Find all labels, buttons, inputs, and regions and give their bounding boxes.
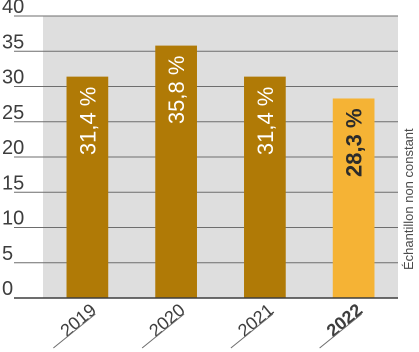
data-label-2020: 35,8 % xyxy=(164,56,189,125)
x-tick-underline xyxy=(53,313,96,349)
y-axis-ticks: 0 5 10 15 20 25 30 35 40 xyxy=(2,0,24,300)
data-label-2022: 28,3 % xyxy=(342,108,367,177)
y-tick-label: 15 xyxy=(2,172,24,194)
bar-2022 xyxy=(332,98,375,298)
y-tick-label: 0 xyxy=(2,278,13,300)
sample-note: Échantillon non constant xyxy=(401,128,416,270)
x-tick-underline xyxy=(141,313,185,349)
data-label-2019: 31,4 % xyxy=(75,87,100,156)
bars: 31,4 % 35,8 % 31,4 % 28,3 % xyxy=(66,45,375,298)
x-tick-label-2019: 2019 xyxy=(56,300,100,341)
x-tick-underline xyxy=(319,313,362,349)
y-tick-label: 35 xyxy=(2,31,24,53)
x-axis-labels: 2019 2020 2021 2022 xyxy=(53,300,367,349)
x-tick-label-2021: 2021 xyxy=(234,300,278,341)
data-label-2021: 31,4 % xyxy=(253,87,278,156)
y-tick-label: 40 xyxy=(2,0,24,18)
y-tick-label: 10 xyxy=(2,208,24,230)
y-tick-label: 30 xyxy=(2,67,24,89)
x-tick-label-2020: 2020 xyxy=(145,300,189,341)
x-tick-label-2022: 2022 xyxy=(323,300,367,341)
bar-2021 xyxy=(244,76,286,298)
y-tick-label: 5 xyxy=(2,243,13,265)
bar-2020 xyxy=(155,45,197,298)
y-tick-label: 25 xyxy=(2,102,24,124)
bar-2019 xyxy=(66,76,109,298)
x-tick-underline xyxy=(230,313,274,349)
y-tick-label: 20 xyxy=(2,137,24,159)
